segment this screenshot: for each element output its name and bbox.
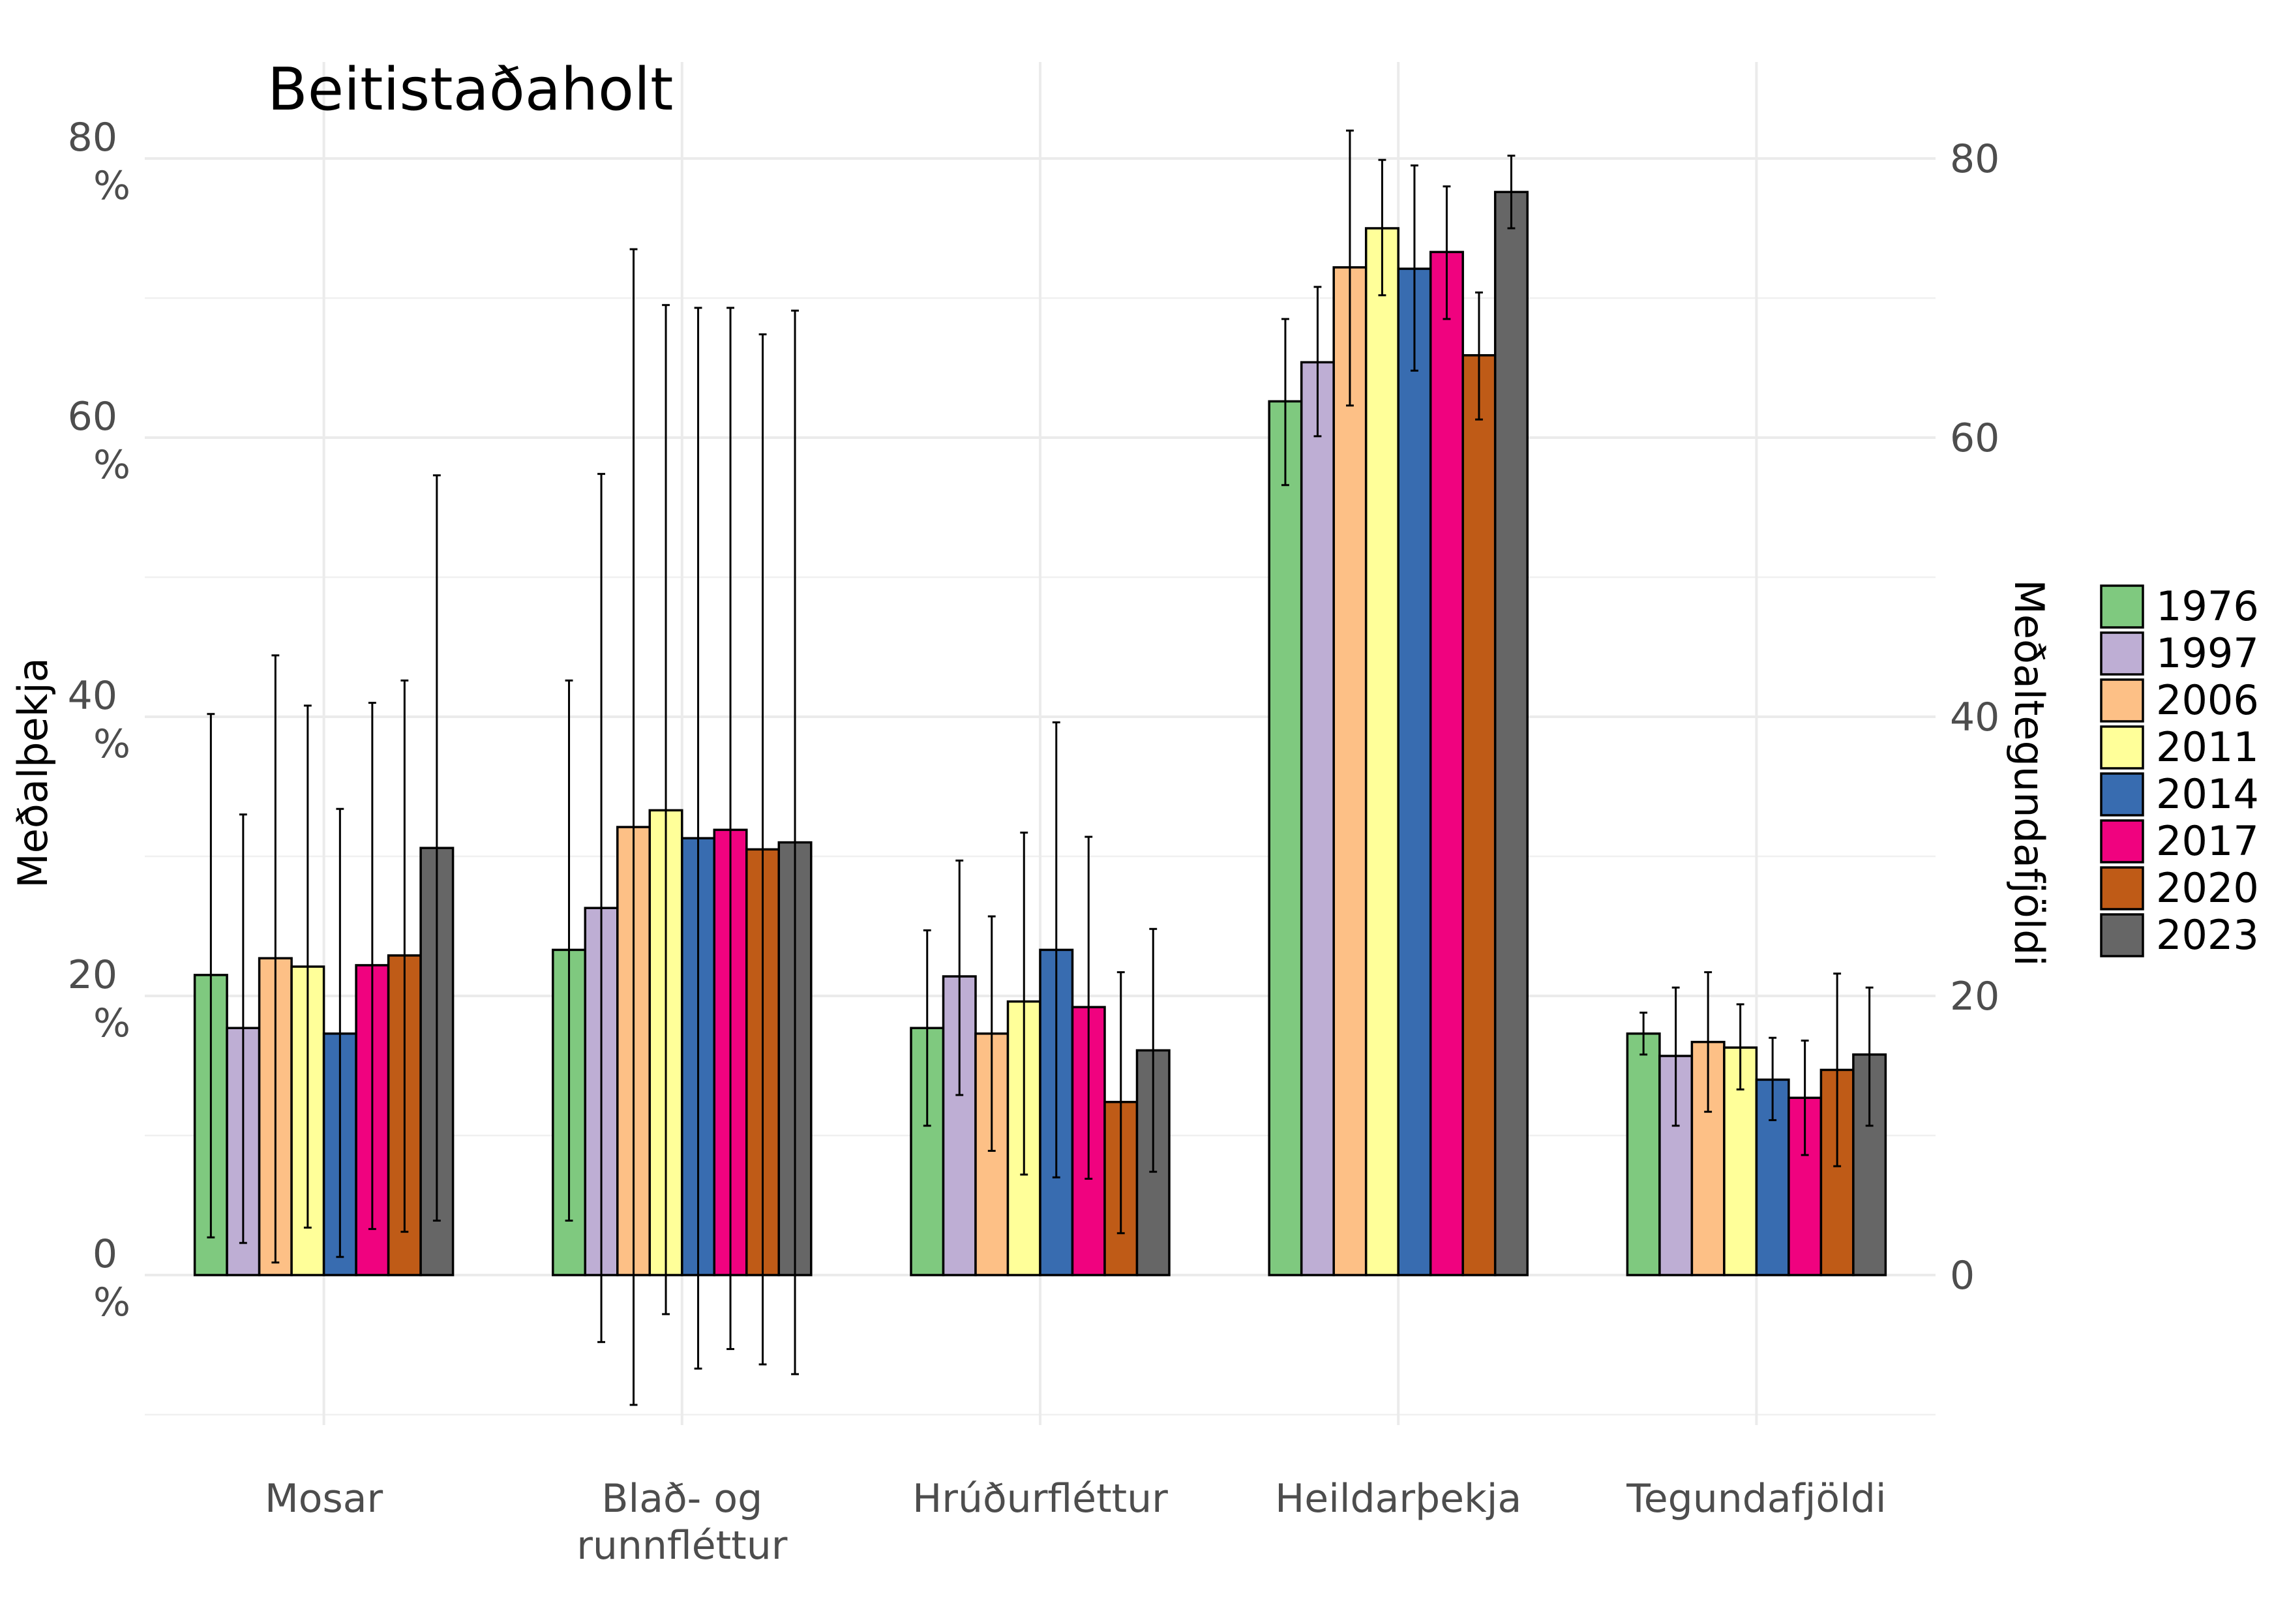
legend-label: 2017 xyxy=(2156,817,2259,865)
bar xyxy=(1852,1053,1887,1276)
y-tick-unit: % xyxy=(93,163,130,209)
bar xyxy=(1268,400,1303,1276)
bar-series xyxy=(193,190,1887,1276)
y-axis-right-title: Meðaltegundafjöldi xyxy=(2005,579,2053,966)
chart-title: Beitistaðaholt xyxy=(267,55,673,124)
x-tick-label: runnfléttur xyxy=(576,1523,788,1569)
y-tick-right-label: 40 xyxy=(1950,695,1999,740)
y-axis-left-title: Meðalþekja xyxy=(9,657,57,888)
y-tick-label: 80 xyxy=(68,115,117,160)
legend-label: 2023 xyxy=(2156,911,2259,959)
x-tick-label: Tegundafjöldi xyxy=(1626,1476,1886,1522)
legend-label: 2006 xyxy=(2156,676,2259,724)
y-tick-label: 60 xyxy=(68,394,117,440)
x-tick-label: Mosar xyxy=(265,1476,383,1522)
x-tick-label: Blað- og xyxy=(601,1476,762,1522)
legend-key xyxy=(2100,819,2144,864)
y-tick-label: 20 xyxy=(68,952,117,998)
bar xyxy=(1461,353,1497,1276)
legend-key xyxy=(2100,678,2144,723)
y-tick-right-label: 60 xyxy=(1950,415,1999,461)
y-tick-unit: % xyxy=(93,1280,130,1325)
y-axis-left-ticks: 0%20%40%60%80% xyxy=(68,115,130,1325)
y-tick-unit: % xyxy=(93,1000,130,1046)
bar xyxy=(1626,1032,1661,1276)
y-tick-label: 40 xyxy=(68,673,117,719)
y-tick-label: 0 xyxy=(93,1231,117,1277)
y-tick-right-label: 80 xyxy=(1950,136,1999,182)
bar xyxy=(1300,361,1335,1276)
bar xyxy=(1819,1068,1855,1276)
legend-label: 1976 xyxy=(2156,582,2259,630)
legend-key xyxy=(2100,631,2144,676)
x-tick-label: Hrúðurfléttur xyxy=(912,1476,1168,1522)
bar xyxy=(1429,250,1464,1276)
bar xyxy=(1397,267,1432,1276)
legend-key xyxy=(2100,772,2144,817)
y-tick-unit: % xyxy=(93,442,130,488)
y-tick-right-label: 0 xyxy=(1950,1253,1975,1299)
legend-label: 1997 xyxy=(2156,629,2259,677)
legend-key xyxy=(2100,725,2144,770)
y-tick-right-label: 20 xyxy=(1950,974,1999,1019)
legend-label: 2014 xyxy=(2156,770,2259,818)
bar xyxy=(1332,266,1368,1276)
legend-label: 2020 xyxy=(2156,864,2259,912)
bar xyxy=(1493,190,1529,1276)
legend-key xyxy=(2100,866,2144,910)
error-bars xyxy=(207,129,1874,1406)
legend-key xyxy=(2100,584,2144,629)
legend-key xyxy=(2100,913,2144,957)
x-tick-label: Heildarþekja xyxy=(1275,1476,1521,1522)
y-axis-right-ticks: 0 20 40 60 80 xyxy=(1950,136,1999,1299)
y-tick-unit: % xyxy=(93,721,130,767)
bar xyxy=(1364,227,1399,1276)
legend-label: 2011 xyxy=(2156,723,2259,771)
